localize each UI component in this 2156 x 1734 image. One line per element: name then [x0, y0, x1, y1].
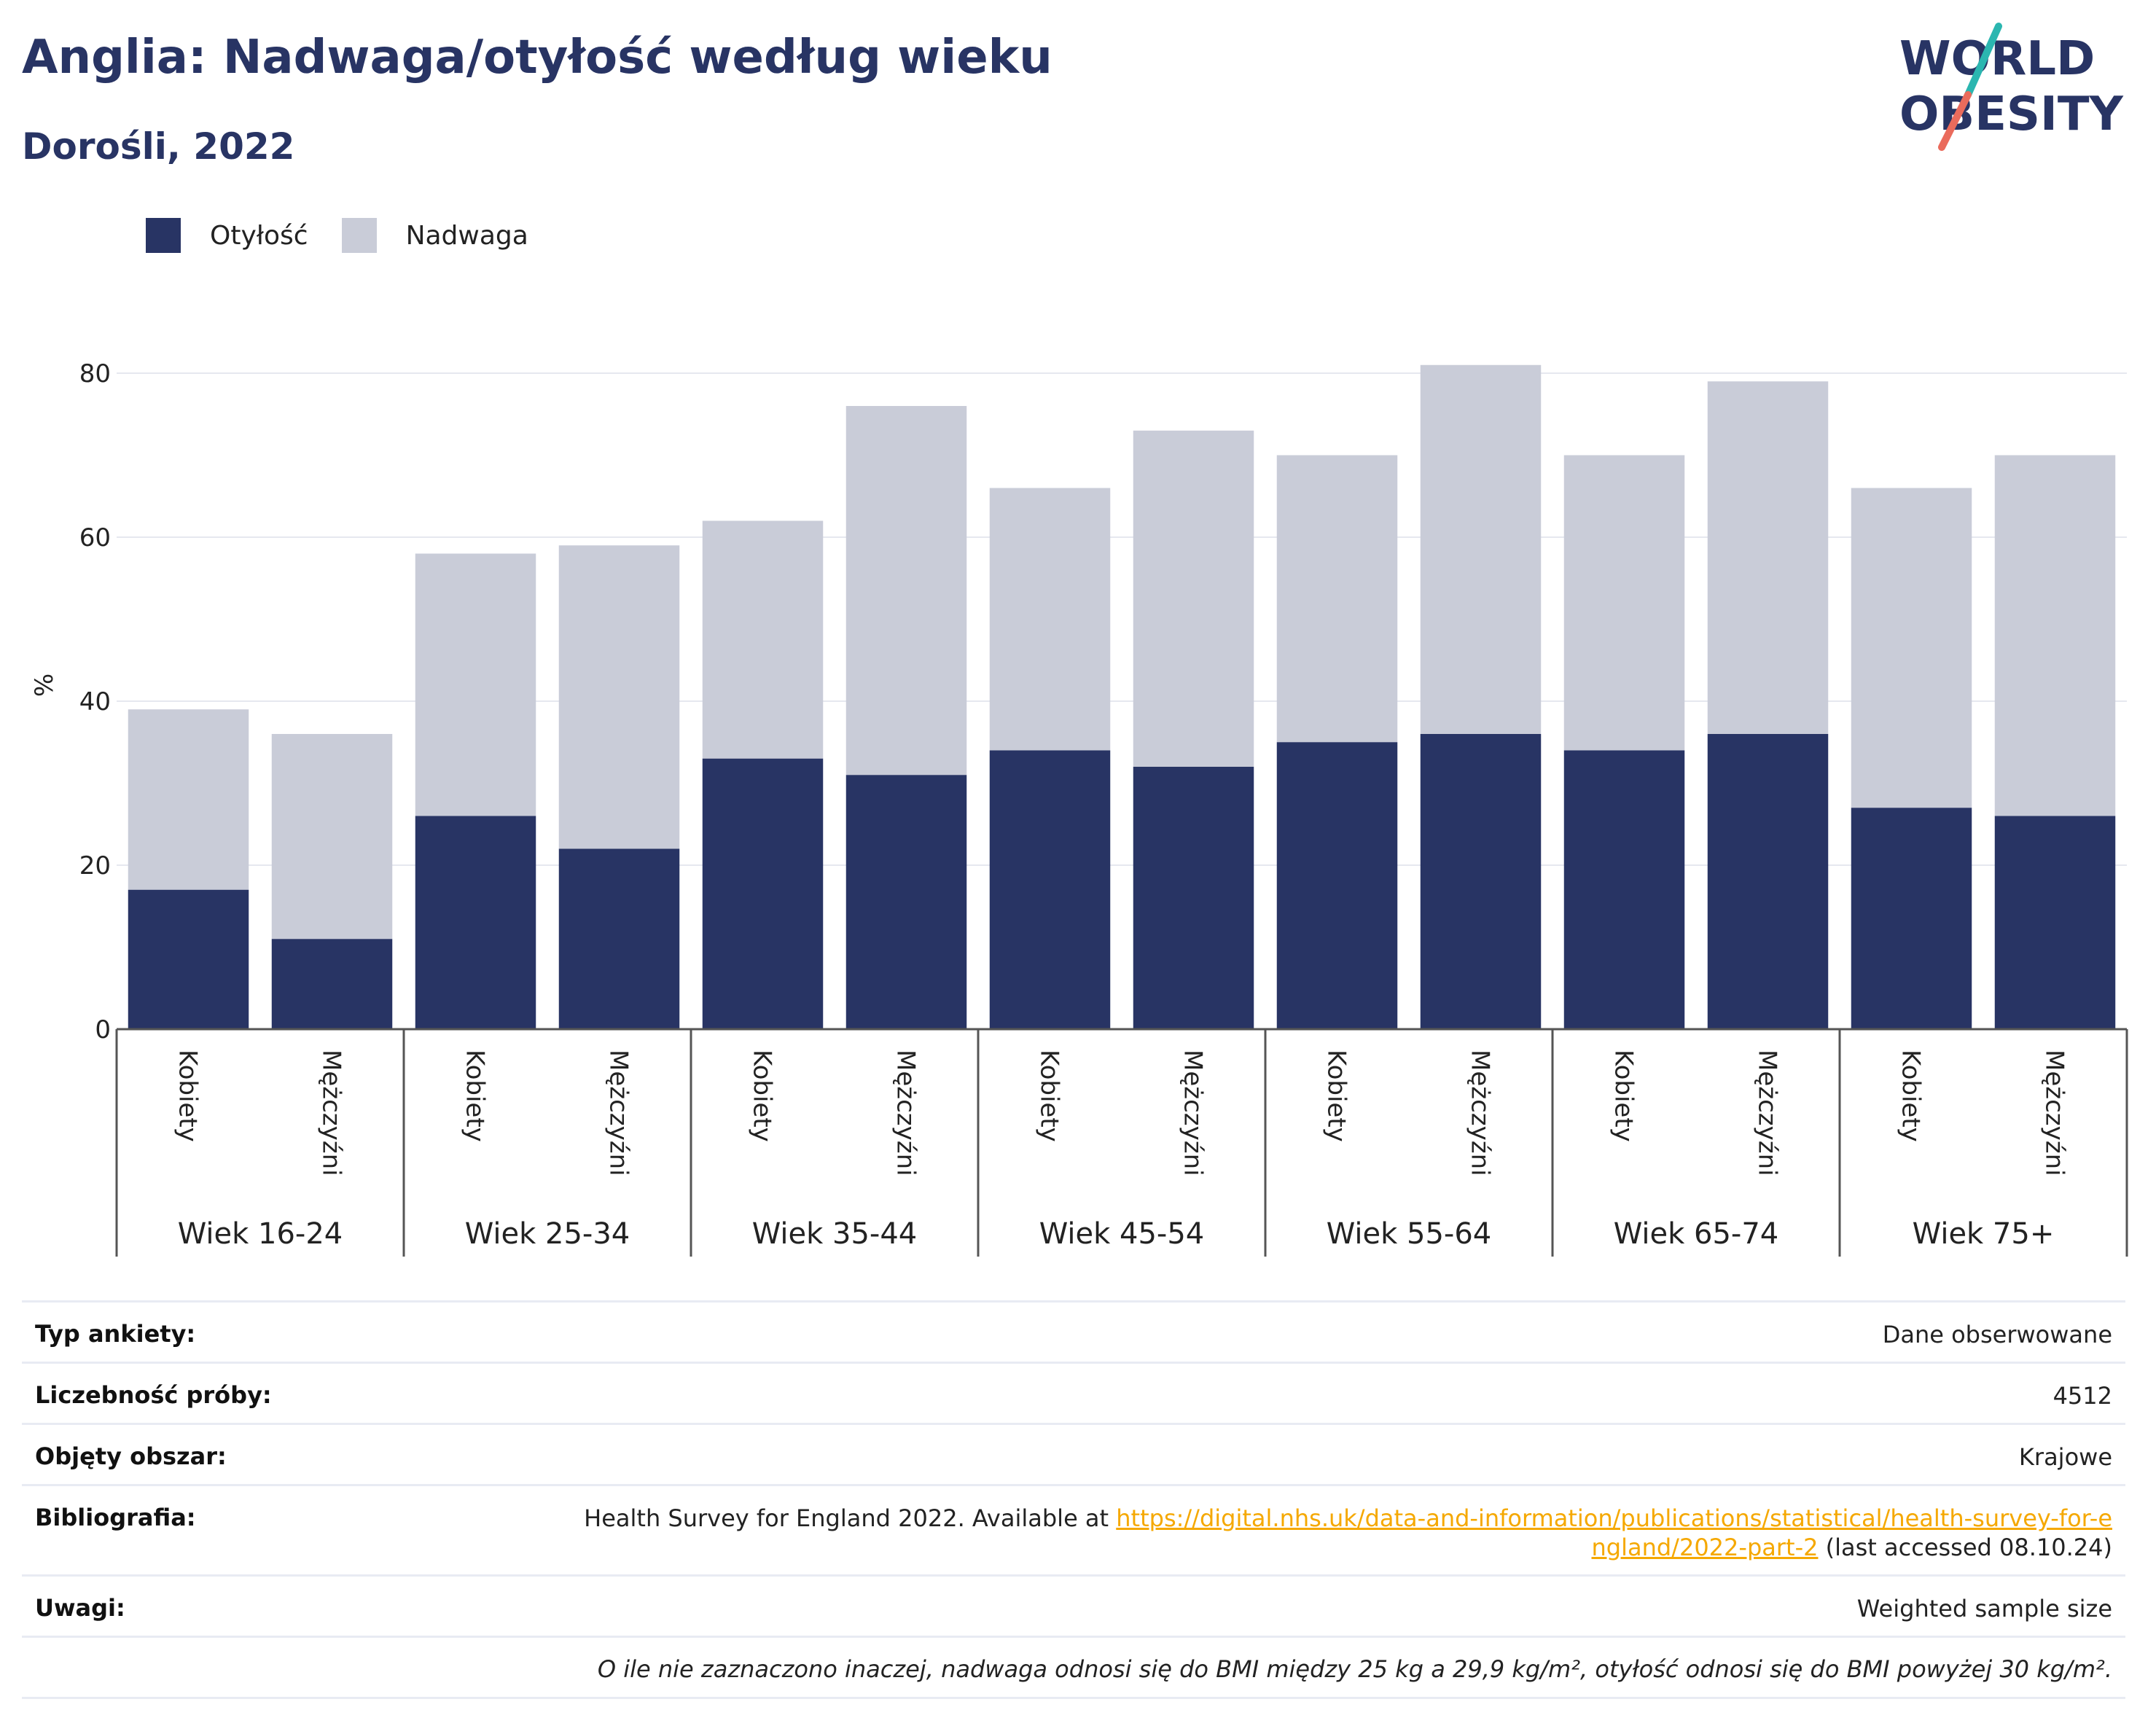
y-axis-label: % — [30, 673, 59, 697]
category-label: Mężczyźni — [2040, 1050, 2069, 1176]
meta-row-sample-size: Liczebność próby: 4512 — [22, 1362, 2125, 1423]
meta-value-survey-type: Dane obserwowane — [1882, 1321, 2112, 1348]
bar-obesity — [845, 775, 967, 1029]
meta-label-area: Objęty obszar: — [35, 1442, 227, 1470]
bibliography-accessed: (last accessed 08.10.24) — [1818, 1534, 2112, 1561]
group-label: Wiek 35-44 — [752, 1217, 918, 1251]
bar-overweight — [1851, 488, 1972, 808]
category-label: Kobiety — [1035, 1050, 1064, 1142]
bar-overweight — [1420, 364, 1542, 734]
bar-overweight — [128, 709, 249, 890]
category-label: Kobiety — [1322, 1050, 1351, 1142]
meta-label-bibliography: Bibliografia: — [35, 1504, 196, 1531]
category-label: Mężczyźni — [1466, 1050, 1495, 1176]
group-label: Wiek 55-64 — [1327, 1217, 1492, 1251]
category-label: Mężczyźni — [604, 1050, 633, 1176]
category-label: Kobiety — [461, 1050, 490, 1142]
category-label: Kobiety — [1609, 1050, 1639, 1142]
y-tick-label: 60 — [79, 523, 111, 552]
category-label: Mężczyźni — [317, 1050, 346, 1176]
bar-obesity — [415, 816, 536, 1029]
bar-overweight — [702, 520, 824, 759]
legend-item-obesity[interactable]: Otyłość — [146, 218, 308, 253]
legend-label-obesity: Otyłość — [210, 220, 308, 251]
metadata-table: Typ ankiety: Dane obserwowane Liczebność… — [22, 1300, 2125, 1699]
category-label: Kobiety — [748, 1050, 777, 1142]
bar-overweight — [558, 545, 680, 849]
category-label: Kobiety — [173, 1050, 203, 1142]
bar-obesity — [128, 889, 249, 1029]
meta-row-notes: Uwagi: Weighted sample size — [22, 1574, 2125, 1636]
logo-slash-top — [1964, 23, 2002, 98]
bar-overweight — [1133, 430, 1254, 767]
legend-item-overweight[interactable]: Nadwaga — [341, 218, 528, 253]
legend-swatch-overweight — [341, 218, 377, 253]
world-obesity-logo: WORLD OBESITY — [1899, 23, 2123, 151]
bar-obesity — [702, 758, 824, 1029]
category-label: Kobiety — [1897, 1050, 1926, 1142]
category-label: Mężczyźni — [1179, 1050, 1208, 1176]
x-category-labels: Kobiety Mężczyźni Kobiety Mężczyźni Kobiety M… — [173, 1050, 2069, 1251]
meta-value-area: Krajowe — [2018, 1443, 2112, 1471]
meta-label-notes: Uwagi: — [35, 1594, 125, 1622]
bar-overweight — [1563, 455, 1685, 751]
group-label: Wiek 45-54 — [1039, 1217, 1205, 1251]
meta-label-survey-type: Typ ankiety: — [35, 1320, 196, 1348]
axes — [115, 1028, 2128, 1257]
y-tick-label: 0 — [95, 1015, 111, 1044]
y-tick-label: 80 — [79, 359, 111, 388]
meta-row-footnote: O ile nie zaznaczono inaczej, nadwaga od… — [22, 1636, 2125, 1697]
y-tick-label: 40 — [79, 687, 111, 716]
group-label: Wiek 75+ — [1913, 1217, 2055, 1251]
meta-row-survey-type: Typ ankiety: Dane obserwowane — [22, 1300, 2125, 1362]
meta-label-sample-size: Liczebność próby: — [35, 1381, 272, 1409]
bar-obesity — [1707, 734, 1829, 1029]
chart-legend: Otyłość Nadwaga — [146, 216, 562, 255]
legend-label-overweight: Nadwaga — [405, 220, 528, 251]
bar-obesity — [989, 750, 1111, 1029]
bar-obesity — [1420, 734, 1542, 1029]
group-label: Wiek 25-34 — [465, 1217, 630, 1251]
group-label: Wiek 65-74 — [1614, 1217, 1779, 1251]
bar-overweight — [1276, 455, 1398, 743]
meta-row-area: Objęty obszar: Krajowe — [22, 1423, 2125, 1484]
bar-overweight — [415, 553, 536, 816]
bibliography-text: Health Survey for England 2022. Availabl… — [584, 1504, 1117, 1532]
meta-row-bibliography: Bibliografia: Health Survey for England … — [22, 1484, 2125, 1574]
bar-overweight — [1707, 381, 1829, 734]
logo-slash-bottom — [1938, 91, 1972, 151]
bar-overweight — [1994, 455, 2116, 816]
category-label: Mężczyźni — [891, 1050, 921, 1176]
bar-obesity — [558, 848, 680, 1029]
bars — [128, 364, 2116, 1029]
meta-value-bibliography: Health Survey for England 2022. Availabl… — [582, 1504, 2112, 1562]
bar-obesity — [271, 939, 393, 1029]
logo-line1: WORLD — [1899, 32, 2095, 86]
bar-obesity — [1133, 767, 1254, 1029]
bar-obesity — [1851, 808, 1972, 1029]
footnote-text: O ile nie zaznaczono inaczej, nadwaga od… — [597, 1655, 2112, 1683]
stacked-bar-chart: 0 20 40 60 80 Kobiety Mężczyźni Kobiety Mężczyź… — [30, 359, 2128, 1257]
bar-overweight — [989, 488, 1111, 751]
y-tick-label: 20 — [79, 851, 111, 880]
bar-obesity — [1563, 750, 1685, 1029]
bar-obesity — [1994, 816, 2116, 1029]
bar-obesity — [1276, 742, 1398, 1029]
bar-overweight — [271, 734, 393, 940]
chart-title: Anglia: Nadwaga/otyłość według wieku — [22, 31, 1052, 85]
meta-value-notes: Weighted sample size — [1856, 1595, 2112, 1622]
meta-value-sample-size: 4512 — [2053, 1382, 2112, 1410]
meta-bottom-rule — [22, 1697, 2125, 1699]
logo-line2: OBESITY — [1899, 87, 2123, 141]
group-label: Wiek 16-24 — [178, 1217, 343, 1251]
y-tick-labels: 0 20 40 60 80 — [79, 359, 111, 1044]
bar-overweight — [845, 406, 967, 776]
legend-swatch-obesity — [146, 218, 181, 253]
category-label: Mężczyźni — [1753, 1050, 1782, 1176]
chart-subtitle: Dorośli, 2022 — [22, 125, 295, 168]
bibliography-link[interactable]: https://digital.nhs.uk/data-and-informat… — [1116, 1504, 2112, 1561]
